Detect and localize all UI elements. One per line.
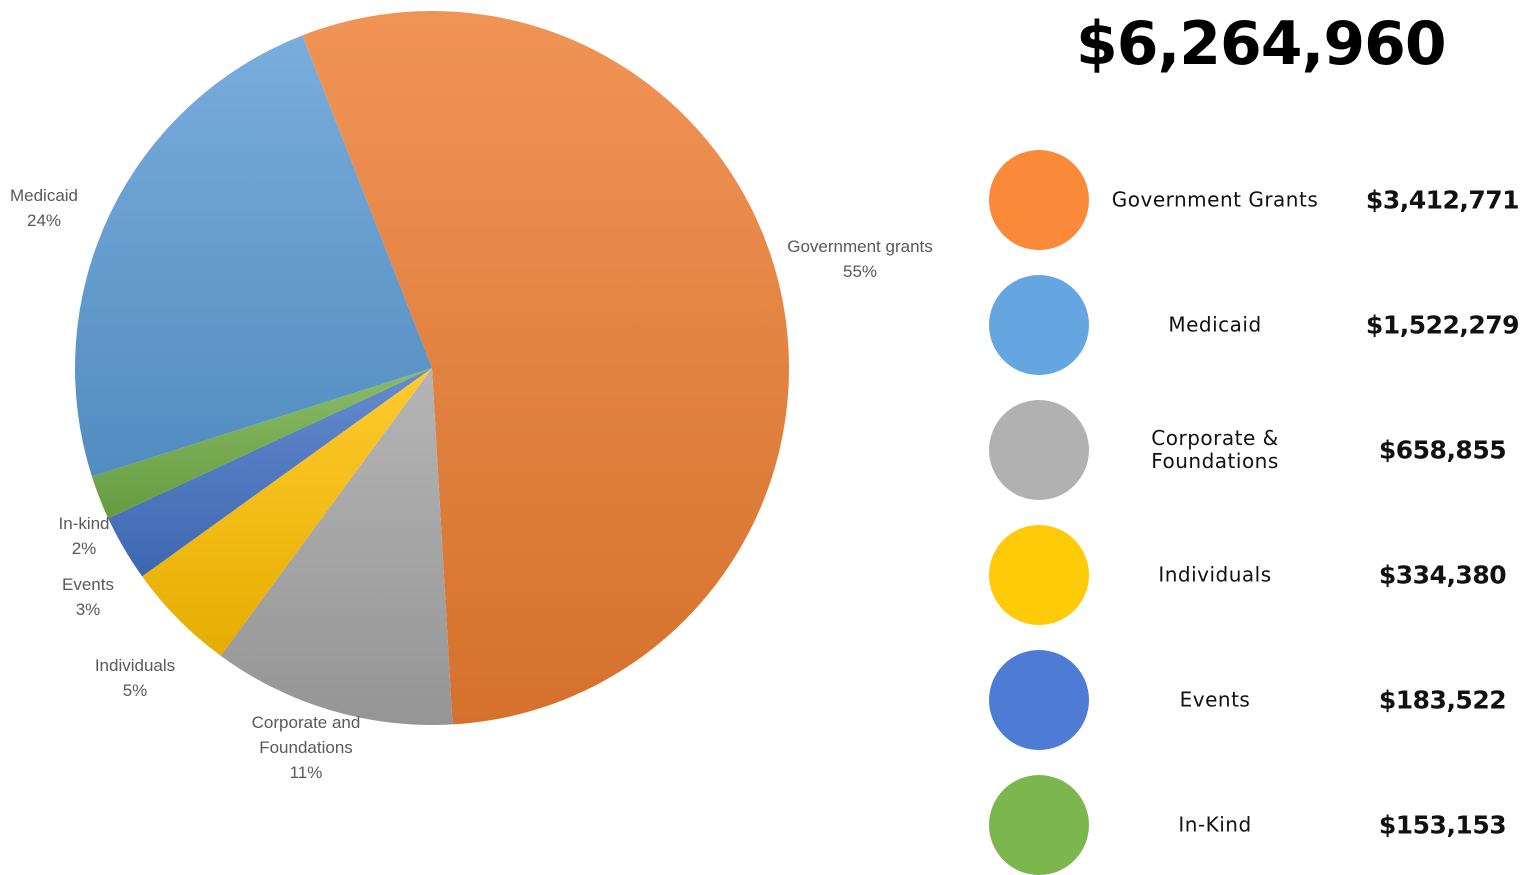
legend-row-corporate-foundations: Corporate & Foundations $658,855 (0, 400, 1533, 500)
pie-slice-events (108, 368, 432, 577)
legend-label-events: Events (1179, 687, 1251, 712)
slice-label-corporate-and-foundations: Corporate and Foundations 11% (252, 713, 361, 782)
legend-value-in-kind: $153,153 (1378, 810, 1507, 840)
swatch-medicaid (989, 275, 1089, 375)
pie-slice-medicaid (75, 35, 433, 477)
legend-row-medicaid: Medicaid $1,522,279 (0, 275, 1533, 375)
slice-label-events: Events 3% (62, 575, 114, 619)
total-amount: $6,264,960 (1076, 9, 1447, 79)
legend-label-government-grants: Government Grants (1111, 187, 1319, 212)
legend-label-corporate-foundations: Corporate & Foundations (1151, 426, 1279, 473)
legend-row-individuals: Individuals $334,380 (0, 525, 1533, 625)
slice-label-individuals: Individuals 5% (95, 656, 175, 700)
slice-label-in-kind: In-kind 2% (58, 514, 109, 558)
slice-label-medicaid: Medicaid 24% (10, 186, 78, 230)
swatch-events (989, 650, 1089, 750)
legend-value-events: $183,522 (1378, 685, 1507, 715)
pie-slice-in-kind (91, 368, 433, 519)
legend-label-in-kind: In-Kind (1178, 812, 1252, 837)
pie-slice-individuals (142, 368, 432, 656)
legend-label-individuals: Individuals (1158, 562, 1272, 587)
swatch-in-kind (989, 775, 1089, 875)
pie-slice-government-grants (302, 11, 790, 725)
slice-label-government-grants: Government grants 55% (787, 237, 933, 281)
legend-value-government-grants: $3,412,771 (1365, 185, 1520, 215)
legend-label-medicaid: Medicaid (1168, 312, 1262, 337)
legend-row-events: Events $183,522 (0, 650, 1533, 750)
legend-value-medicaid: $1,522,279 (1365, 310, 1520, 340)
legend-row-government-grants: Government Grants $3,412,771 (0, 150, 1533, 250)
pie-slice-corporate-and-foundations (220, 368, 453, 726)
swatch-corporate-foundations (989, 400, 1089, 500)
legend-row-in-kind: In-Kind $153,153 (0, 775, 1533, 875)
swatch-government-grants (989, 150, 1089, 250)
legend-value-corporate-foundations: $658,855 (1378, 435, 1507, 465)
legend-value-individuals: $334,380 (1378, 560, 1507, 590)
swatch-individuals (989, 525, 1089, 625)
